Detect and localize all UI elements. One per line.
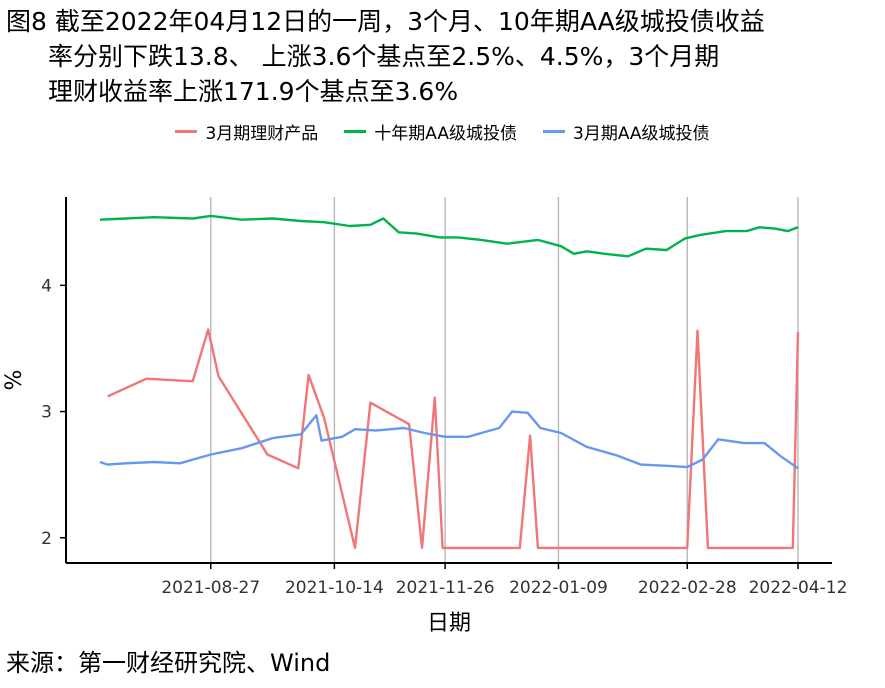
y-tick-label-1: 3 [41,403,52,423]
x-tick-label-5: 2022-04-12 [749,578,848,598]
title-line-2: 率分别下跌13.8、 上涨3.6个基点至2.5%、4.5%，3个月期 [48,42,720,71]
legend-label-aa-10y: 十年期AA级城投债 [374,124,517,144]
legend-item-wealth-3m: 3月期理财产品 [175,119,318,144]
legend-item-aa-10y: 十年期AA级城投债 [344,119,517,144]
x-tick-label-3: 2022-01-09 [509,578,608,598]
chart-title: 图8 截至2022年04月12日的一周，3个月、10年期AA级城投债收益 率分别… [6,4,878,109]
y-ticks: 2 3 4 [41,276,66,549]
x-tick-label-0: 2021-08-27 [161,578,260,598]
legend-label-wealth-3m: 3月期理财产品 [205,124,319,144]
y-tick-label-0: 2 [41,529,52,549]
y-tick-label-2: 4 [41,276,52,296]
series-line-aa-3m [99,410,799,470]
series-line-aa-10y [99,214,799,258]
axes [65,197,832,564]
legend-label-aa-3m: 3月期AA级城投债 [573,124,710,144]
x-axis-label: 日期 [427,611,471,636]
legend-key-wealth-3m [175,130,198,133]
y-axis-label: % [2,370,27,391]
title-line-1: 图8 截至2022年04月12日的一周，3个月、10年期AA级城投债收益 [6,7,765,36]
legend-item-aa-3m: 3月期AA级城投债 [543,119,710,144]
title-line-3: 理财收益率上涨171.9个基点至3.6% [48,77,459,106]
legend-key-aa-10y [344,130,367,133]
line-chart: 2 3 4 2021-08-27 2021-10-14 2021-11-26 2022-0… [2,197,847,636]
x-tick-label-2: 2021-11-26 [396,578,495,598]
x-tick-label-4: 2022-02-28 [638,578,737,598]
legend-key-aa-3m [543,130,565,133]
x-ticks: 2021-08-27 2021-10-14 2021-11-26 2022-01-09… [161,563,847,598]
grid-lines [210,197,799,563]
source-note: 来源：第一财经研究院、Wind [6,649,331,677]
x-tick-label-1: 2021-10-14 [285,578,384,598]
series-lines [99,214,800,550]
chart-legend: 3月期理财产品 十年期AA级城投债 3月期AA级城投债 [0,119,885,144]
series-line-wealth-3m [107,328,800,550]
